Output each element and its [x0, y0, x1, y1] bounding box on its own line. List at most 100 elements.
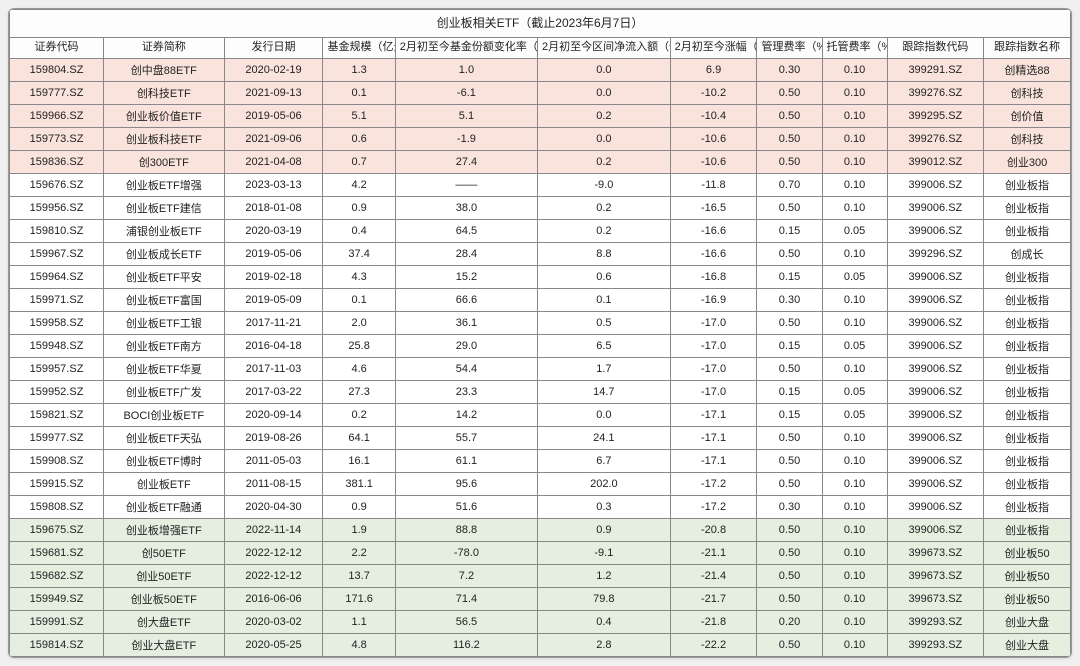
- cell: 79.8: [538, 587, 671, 610]
- cell: 0.10: [822, 127, 887, 150]
- cell: 0.10: [822, 518, 887, 541]
- cell: 399006.SZ: [887, 449, 983, 472]
- cell: -22.2: [670, 633, 757, 656]
- cell: -17.0: [670, 380, 757, 403]
- cell: 创50ETF: [104, 541, 225, 564]
- cell: 创业大盘ETF: [104, 633, 225, 656]
- cell: 4.3: [323, 265, 395, 288]
- cell: 8.8: [538, 242, 671, 265]
- cell: -21.1: [670, 541, 757, 564]
- cell: 0.15: [757, 380, 822, 403]
- cell: 27.3: [323, 380, 395, 403]
- cell: 14.2: [395, 403, 537, 426]
- cell: -11.8: [670, 173, 757, 196]
- cell: 159964.SZ: [10, 265, 104, 288]
- cell: 0.05: [822, 334, 887, 357]
- table-row: 159676.SZ创业板ETF增强2023-03-134.2——-9.0-11.…: [10, 173, 1071, 196]
- cell: ——: [395, 173, 537, 196]
- cell: 399276.SZ: [887, 81, 983, 104]
- table-row: 159804.SZ创中盘88ETF2020-02-191.31.00.06.90…: [10, 58, 1071, 81]
- table-row: 159971.SZ创业板ETF富国2019-05-090.166.60.1-16…: [10, 288, 1071, 311]
- cell: 381.1: [323, 472, 395, 495]
- cell: 0.50: [757, 127, 822, 150]
- table-row: 159967.SZ创业板成长ETF2019-05-0637.428.48.8-1…: [10, 242, 1071, 265]
- cell: 创业板指: [984, 403, 1071, 426]
- col-net-inflow: 2月初至今区间净流入额（亿元）: [538, 38, 671, 59]
- cell: 56.5: [395, 610, 537, 633]
- cell: 6.5: [538, 334, 671, 357]
- cell: 24.1: [538, 426, 671, 449]
- cell: 0.0: [538, 403, 671, 426]
- table-row: 159948.SZ创业板ETF南方2016-04-1825.829.06.5-1…: [10, 334, 1071, 357]
- cell: 4.2: [323, 173, 395, 196]
- cell: 0.10: [822, 610, 887, 633]
- cell: 0.10: [822, 173, 887, 196]
- cell: -17.1: [670, 449, 757, 472]
- cell: 创业板价值ETF: [104, 104, 225, 127]
- cell: 0.10: [822, 58, 887, 81]
- cell: 0.10: [822, 196, 887, 219]
- cell: 创业板ETF: [104, 472, 225, 495]
- cell: 2022-12-12: [224, 541, 323, 564]
- cell: 创业板指: [984, 173, 1071, 196]
- cell: 0.20: [757, 610, 822, 633]
- cell: 2020-04-30: [224, 495, 323, 518]
- table-row: 159966.SZ创业板价值ETF2019-05-065.15.10.2-10.…: [10, 104, 1071, 127]
- cell: 399006.SZ: [887, 357, 983, 380]
- table-row: 159977.SZ创业板ETF天弘2019-08-2664.155.724.1-…: [10, 426, 1071, 449]
- cell: 399291.SZ: [887, 58, 983, 81]
- cell: 0.05: [822, 403, 887, 426]
- cell: -21.4: [670, 564, 757, 587]
- cell: 1.0: [395, 58, 537, 81]
- cell: 创300ETF: [104, 150, 225, 173]
- cell: -20.8: [670, 518, 757, 541]
- cell: -17.0: [670, 334, 757, 357]
- cell: 创业板指: [984, 495, 1071, 518]
- cell: -17.0: [670, 311, 757, 334]
- cell: 2017-11-21: [224, 311, 323, 334]
- table-row: 159814.SZ创业大盘ETF2020-05-254.8116.22.8-22…: [10, 633, 1071, 656]
- cell: 2017-03-22: [224, 380, 323, 403]
- cell: 0.0: [538, 127, 671, 150]
- cell: 159814.SZ: [10, 633, 104, 656]
- cell: 0.50: [757, 472, 822, 495]
- table-title: 创业板相关ETF（截止2023年6月7日）: [10, 10, 1071, 38]
- cell: 2019-05-06: [224, 242, 323, 265]
- cell: 159810.SZ: [10, 219, 104, 242]
- cell: 64.1: [323, 426, 395, 449]
- cell: 159681.SZ: [10, 541, 104, 564]
- cell: -17.2: [670, 495, 757, 518]
- cell: 4.8: [323, 633, 395, 656]
- cell: 399006.SZ: [887, 288, 983, 311]
- cell: 159836.SZ: [10, 150, 104, 173]
- table-row: 159915.SZ创业板ETF2011-08-15381.195.6202.0-…: [10, 472, 1071, 495]
- cell: 51.6: [395, 495, 537, 518]
- cell: 0.05: [822, 380, 887, 403]
- cell: 创业板ETF增强: [104, 173, 225, 196]
- cell: -10.2: [670, 81, 757, 104]
- cell: -1.9: [395, 127, 537, 150]
- cell: 159804.SZ: [10, 58, 104, 81]
- cell: 创业板指: [984, 449, 1071, 472]
- cell: 创业板指: [984, 472, 1071, 495]
- cell: 0.2: [538, 196, 671, 219]
- cell: 13.7: [323, 564, 395, 587]
- table-row: 159964.SZ创业板ETF平安2019-02-184.315.20.6-16…: [10, 265, 1071, 288]
- cell: 创业板ETF工银: [104, 311, 225, 334]
- cell: 159675.SZ: [10, 518, 104, 541]
- cell: -16.5: [670, 196, 757, 219]
- cell: 1.1: [323, 610, 395, 633]
- cell: 创业板指: [984, 426, 1071, 449]
- cell: 0.50: [757, 518, 822, 541]
- cell: 61.1: [395, 449, 537, 472]
- cell: 1.9: [323, 518, 395, 541]
- cell: 159777.SZ: [10, 81, 104, 104]
- cell: 159948.SZ: [10, 334, 104, 357]
- cell: 1.2: [538, 564, 671, 587]
- cell: 创业板指: [984, 311, 1071, 334]
- cell: 0.05: [822, 219, 887, 242]
- etf-table: 创业板相关ETF（截止2023年6月7日） 证券代码 证券简称 发行日期 基金规…: [9, 9, 1071, 657]
- cell: 159773.SZ: [10, 127, 104, 150]
- cell: 创业大盘: [984, 610, 1071, 633]
- cell: 0.15: [757, 403, 822, 426]
